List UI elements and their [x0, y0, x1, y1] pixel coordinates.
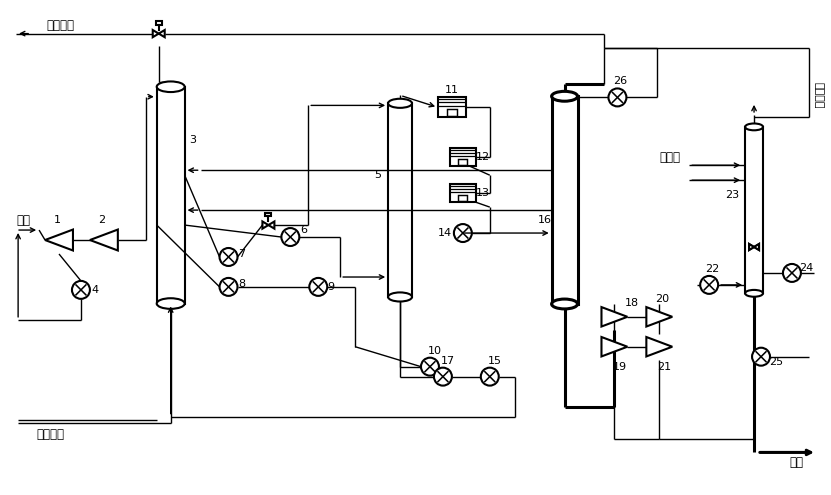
- Circle shape: [72, 281, 90, 299]
- Bar: [438, 98, 466, 117]
- Bar: [155, 21, 162, 25]
- Bar: [459, 159, 467, 165]
- Polygon shape: [754, 244, 759, 250]
- Text: 21: 21: [657, 362, 671, 372]
- Bar: [450, 148, 476, 166]
- Text: 2: 2: [98, 215, 106, 225]
- Text: 15: 15: [488, 356, 502, 366]
- Text: 二氧化碳: 二氧化碳: [46, 19, 74, 32]
- Circle shape: [282, 228, 299, 246]
- Text: 7: 7: [238, 249, 245, 259]
- Text: 25: 25: [769, 357, 783, 367]
- Ellipse shape: [157, 298, 184, 309]
- Ellipse shape: [388, 293, 412, 301]
- Text: 1: 1: [53, 215, 61, 225]
- Text: 8: 8: [238, 279, 245, 289]
- Ellipse shape: [745, 123, 763, 130]
- Circle shape: [219, 248, 238, 266]
- Ellipse shape: [552, 299, 578, 309]
- Text: 防腐空气: 防腐空气: [36, 428, 64, 441]
- Bar: [459, 195, 467, 201]
- Bar: [447, 109, 457, 116]
- Polygon shape: [602, 337, 627, 356]
- Text: 补充水: 补充水: [659, 151, 681, 164]
- Text: 3: 3: [189, 135, 196, 146]
- Circle shape: [701, 276, 718, 294]
- Polygon shape: [45, 230, 73, 250]
- Text: 16: 16: [538, 215, 552, 225]
- Circle shape: [454, 224, 472, 242]
- Polygon shape: [602, 307, 627, 327]
- Text: 18: 18: [625, 298, 639, 308]
- Text: 11: 11: [445, 86, 459, 96]
- Polygon shape: [90, 230, 118, 250]
- Bar: [450, 184, 476, 202]
- Text: 22: 22: [705, 264, 720, 274]
- Text: 10: 10: [428, 346, 442, 356]
- Text: 惰性气体: 惰性气体: [814, 82, 824, 109]
- Circle shape: [783, 264, 801, 282]
- Circle shape: [309, 278, 327, 296]
- Text: 23: 23: [725, 190, 739, 200]
- Circle shape: [219, 278, 238, 296]
- Text: 19: 19: [612, 362, 627, 372]
- Text: 13: 13: [476, 188, 489, 198]
- Circle shape: [752, 347, 770, 366]
- Text: 24: 24: [799, 263, 813, 273]
- Polygon shape: [159, 30, 165, 37]
- Text: 6: 6: [300, 225, 307, 235]
- Circle shape: [434, 368, 452, 386]
- Polygon shape: [647, 337, 672, 356]
- Ellipse shape: [745, 290, 763, 297]
- Text: 12: 12: [476, 152, 489, 162]
- Text: 9: 9: [327, 282, 335, 292]
- Text: 5: 5: [375, 170, 381, 180]
- Text: 20: 20: [655, 294, 669, 304]
- Circle shape: [608, 89, 627, 106]
- Polygon shape: [749, 244, 754, 250]
- Text: 液氨: 液氨: [789, 456, 803, 469]
- Circle shape: [421, 358, 439, 376]
- Text: 4: 4: [91, 285, 98, 295]
- Text: 17: 17: [441, 356, 455, 366]
- Bar: [265, 213, 272, 216]
- Polygon shape: [647, 307, 672, 327]
- Polygon shape: [153, 30, 159, 37]
- Ellipse shape: [388, 99, 412, 108]
- Polygon shape: [268, 221, 274, 229]
- Polygon shape: [263, 221, 268, 229]
- Ellipse shape: [157, 82, 184, 92]
- Text: 14: 14: [438, 228, 452, 238]
- Text: 26: 26: [613, 76, 627, 87]
- Polygon shape: [749, 244, 754, 250]
- Circle shape: [481, 368, 499, 386]
- Ellipse shape: [552, 92, 578, 101]
- Polygon shape: [754, 244, 759, 250]
- Text: 尾气: 尾气: [16, 213, 30, 227]
